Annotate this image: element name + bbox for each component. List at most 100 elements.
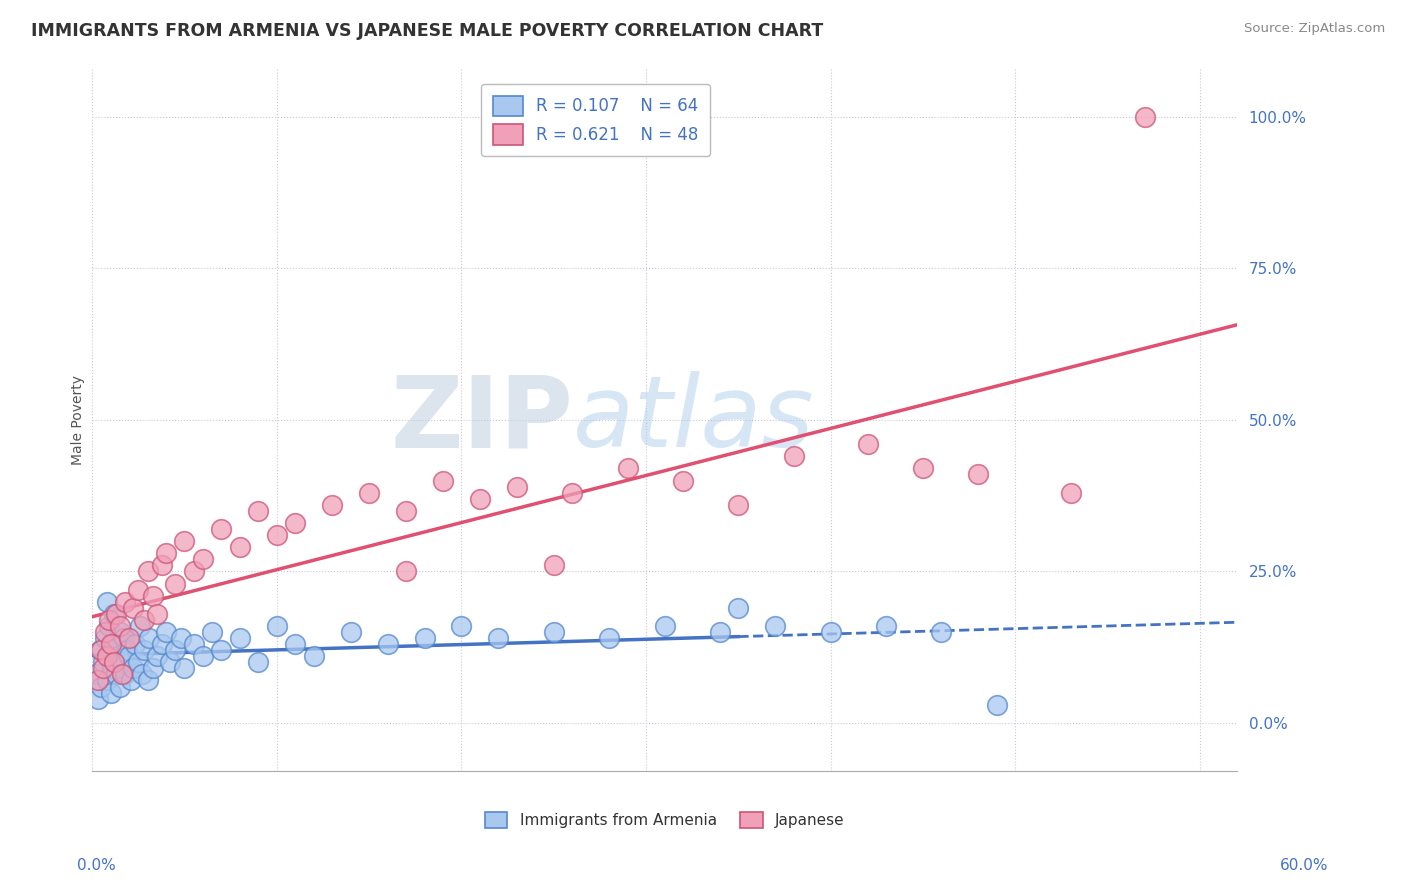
Point bbox=[339, 625, 361, 640]
Point bbox=[395, 565, 418, 579]
Point bbox=[127, 655, 149, 669]
Point bbox=[103, 637, 125, 651]
Text: ZIP: ZIP bbox=[389, 371, 572, 468]
Point bbox=[131, 667, 153, 681]
Point bbox=[136, 565, 159, 579]
Point bbox=[105, 607, 128, 621]
Point bbox=[108, 625, 131, 640]
Point bbox=[543, 625, 565, 640]
Point bbox=[96, 673, 118, 688]
Text: IMMIGRANTS FROM ARMENIA VS JAPANESE MALE POVERTY CORRELATION CHART: IMMIGRANTS FROM ARMENIA VS JAPANESE MALE… bbox=[31, 22, 823, 40]
Point bbox=[229, 631, 252, 645]
Point bbox=[727, 600, 749, 615]
Point bbox=[875, 619, 897, 633]
Point bbox=[121, 600, 143, 615]
Point bbox=[132, 643, 155, 657]
Point bbox=[468, 491, 491, 506]
Point bbox=[432, 474, 454, 488]
Point bbox=[486, 631, 509, 645]
Point bbox=[97, 619, 120, 633]
Point bbox=[118, 649, 141, 664]
Point bbox=[124, 637, 146, 651]
Point bbox=[783, 450, 806, 464]
Point bbox=[150, 558, 173, 573]
Point bbox=[89, 643, 111, 657]
Point bbox=[91, 655, 114, 669]
Point bbox=[129, 619, 152, 633]
Point bbox=[543, 558, 565, 573]
Point bbox=[114, 667, 136, 681]
Point bbox=[561, 485, 583, 500]
Point bbox=[155, 625, 177, 640]
Point bbox=[136, 673, 159, 688]
Point bbox=[173, 534, 195, 549]
Point bbox=[672, 474, 695, 488]
Point bbox=[155, 546, 177, 560]
Point bbox=[321, 498, 343, 512]
Point bbox=[506, 479, 529, 493]
Point bbox=[108, 680, 131, 694]
Text: 0.0%: 0.0% bbox=[77, 858, 117, 872]
Point bbox=[191, 552, 214, 566]
Point bbox=[94, 625, 117, 640]
Point bbox=[1060, 485, 1083, 500]
Point bbox=[209, 643, 232, 657]
Point bbox=[118, 631, 141, 645]
Point bbox=[165, 576, 187, 591]
Point bbox=[302, 649, 325, 664]
Point bbox=[413, 631, 436, 645]
Point bbox=[114, 595, 136, 609]
Point bbox=[105, 667, 128, 681]
Point bbox=[96, 649, 118, 664]
Point bbox=[856, 437, 879, 451]
Point bbox=[120, 673, 142, 688]
Point bbox=[159, 655, 181, 669]
Point bbox=[209, 522, 232, 536]
Point bbox=[266, 528, 288, 542]
Point bbox=[359, 485, 381, 500]
Point bbox=[96, 595, 118, 609]
Point bbox=[87, 673, 110, 688]
Point bbox=[763, 619, 786, 633]
Point bbox=[91, 661, 114, 675]
Point bbox=[616, 461, 638, 475]
Point bbox=[727, 498, 749, 512]
Point bbox=[142, 661, 165, 675]
Point bbox=[108, 619, 131, 633]
Point bbox=[709, 625, 731, 640]
Point bbox=[165, 643, 187, 657]
Point bbox=[117, 643, 139, 657]
Point bbox=[101, 661, 124, 675]
Point bbox=[87, 691, 110, 706]
Y-axis label: Male Poverty: Male Poverty bbox=[72, 375, 86, 465]
Point bbox=[173, 661, 195, 675]
Point bbox=[97, 613, 120, 627]
Point bbox=[100, 685, 122, 699]
Text: Source: ZipAtlas.com: Source: ZipAtlas.com bbox=[1244, 22, 1385, 36]
Point bbox=[911, 461, 934, 475]
Point bbox=[820, 625, 842, 640]
Point bbox=[450, 619, 472, 633]
Point bbox=[146, 607, 169, 621]
Point bbox=[284, 637, 307, 651]
Point bbox=[229, 540, 252, 554]
Point bbox=[138, 631, 160, 645]
Point bbox=[142, 589, 165, 603]
Legend: Immigrants from Armenia, Japanese: Immigrants from Armenia, Japanese bbox=[478, 805, 851, 834]
Point bbox=[127, 582, 149, 597]
Point bbox=[201, 625, 224, 640]
Point bbox=[654, 619, 676, 633]
Point bbox=[967, 467, 990, 482]
Text: atlas: atlas bbox=[572, 371, 814, 468]
Point bbox=[377, 637, 399, 651]
Point bbox=[121, 661, 143, 675]
Point bbox=[111, 655, 134, 669]
Point bbox=[266, 619, 288, 633]
Point bbox=[90, 643, 112, 657]
Point bbox=[598, 631, 620, 645]
Point bbox=[986, 698, 1008, 712]
Point bbox=[150, 637, 173, 651]
Point bbox=[90, 680, 112, 694]
Point bbox=[395, 504, 418, 518]
Point bbox=[284, 516, 307, 530]
